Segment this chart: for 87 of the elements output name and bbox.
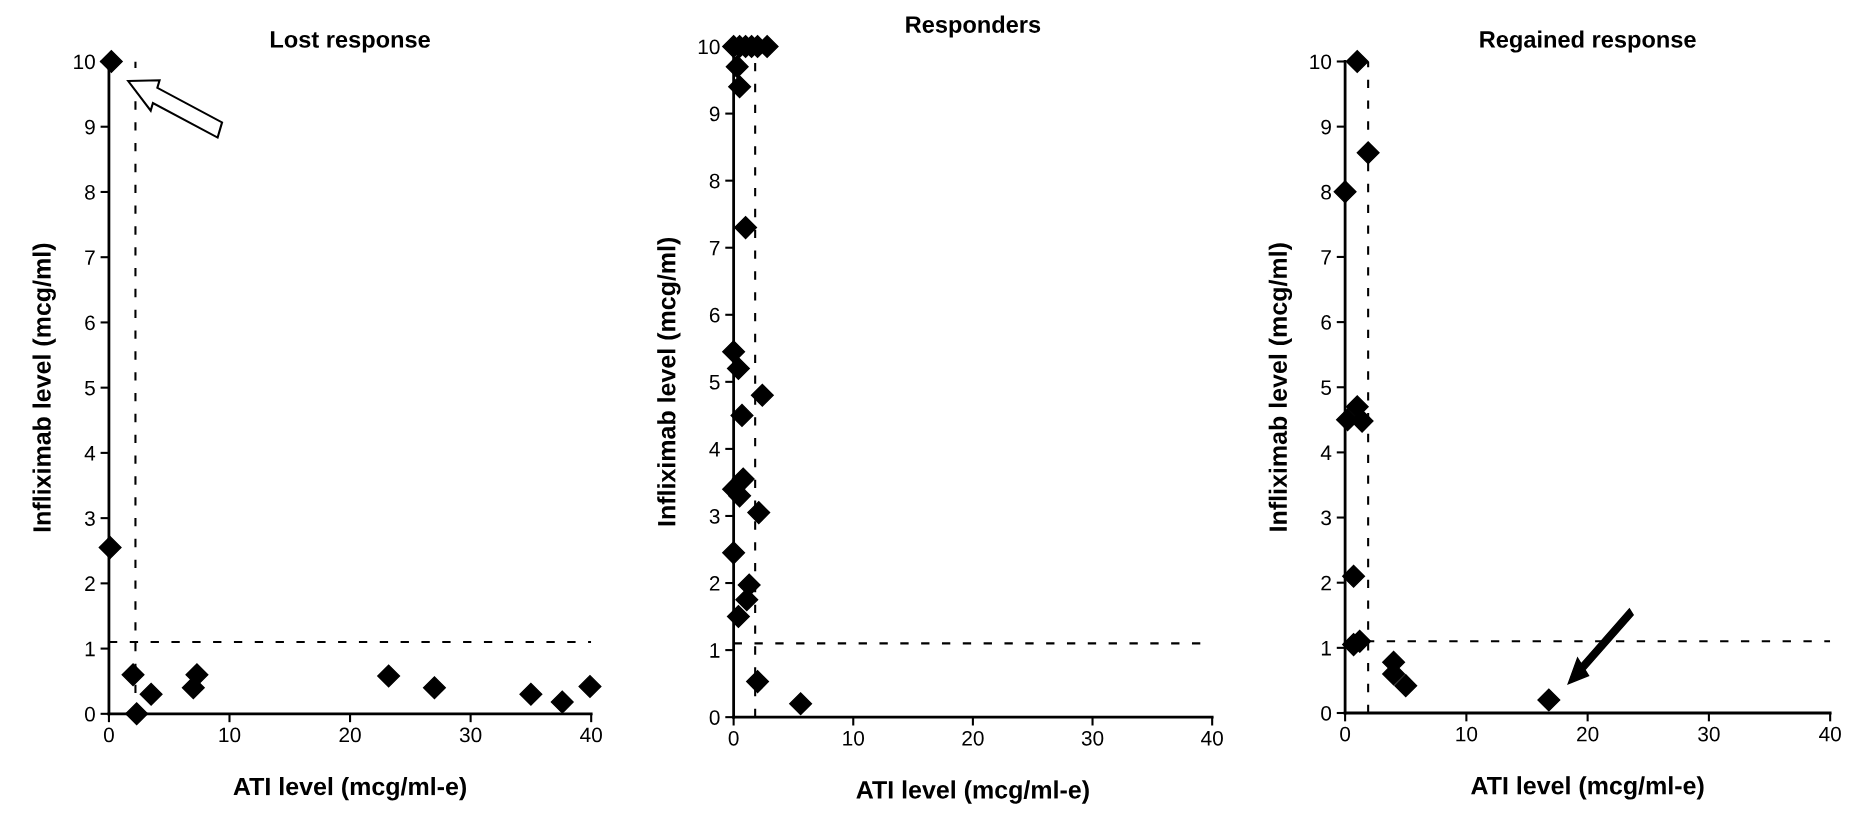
x-tick-label: 10 xyxy=(219,727,241,743)
point xyxy=(726,356,750,380)
x-tick-label: 0 xyxy=(728,730,739,746)
point xyxy=(725,55,749,79)
point xyxy=(1345,49,1369,73)
y-tick-label: 2 xyxy=(85,576,95,591)
x-axis-title: ATI level (mcg/ml-e) xyxy=(1471,776,1704,800)
point xyxy=(1537,688,1561,712)
y-tick-label: 2 xyxy=(709,576,720,591)
point xyxy=(99,49,123,73)
y-tick-label: 0 xyxy=(709,710,720,725)
y-tick-label: 2 xyxy=(1321,575,1331,591)
y-tick-label: 7 xyxy=(1321,250,1331,265)
y-tick-label: 0 xyxy=(84,706,95,722)
point xyxy=(1342,564,1366,588)
y-tick-label: 0 xyxy=(1321,706,1332,721)
x-tick-label: 30 xyxy=(459,727,482,743)
point xyxy=(98,535,122,559)
point xyxy=(747,501,771,525)
x-tick-label: 40 xyxy=(1819,726,1841,742)
point xyxy=(746,670,770,694)
point xyxy=(750,383,774,407)
point xyxy=(726,605,750,629)
y-tick-label: 3 xyxy=(84,511,95,526)
y-axis-title: Infliximab level (mcg/ml) xyxy=(657,237,681,526)
y-axis-title: Infliximab level (mcg/ml) xyxy=(32,243,56,532)
y-tick-label: 1 xyxy=(1321,641,1331,656)
point xyxy=(722,541,746,565)
point xyxy=(1356,141,1380,165)
point xyxy=(722,340,746,364)
point xyxy=(1333,180,1357,204)
y-tick-label: 3 xyxy=(1321,510,1331,526)
y-tick-label: 4 xyxy=(1320,445,1332,460)
y-tick-label: 10 xyxy=(74,54,95,70)
point xyxy=(1394,674,1418,698)
y-tick-label: 4 xyxy=(709,442,720,457)
chart-title: Lost response xyxy=(270,31,430,53)
point xyxy=(519,682,543,706)
x-axis-title: ATI level (mcg/ml-e) xyxy=(233,777,466,801)
x-tick-label: 10 xyxy=(1456,726,1478,742)
y-tick-label: 7 xyxy=(85,250,95,265)
point xyxy=(139,682,163,706)
y-tick-label: 7 xyxy=(709,240,720,256)
x-tick-label: 20 xyxy=(1577,726,1599,742)
point xyxy=(125,702,149,726)
y-tick-label: 1 xyxy=(85,641,95,657)
x-tick-label: 20 xyxy=(339,727,361,743)
y-tick-label: 8 xyxy=(85,184,95,200)
point xyxy=(730,403,754,427)
y-tick-label: 8 xyxy=(709,173,720,189)
x-tick-label: 0 xyxy=(103,727,114,743)
y-tick-label: 5 xyxy=(1321,380,1332,395)
point xyxy=(735,588,759,612)
point xyxy=(728,75,752,99)
y-tick-label: 10 xyxy=(698,39,720,55)
y-tick-label: 5 xyxy=(84,380,95,396)
point xyxy=(377,664,401,688)
x-tick-label: 40 xyxy=(1201,730,1223,746)
x-tick-label: 40 xyxy=(580,727,602,743)
y-tick-label: 3 xyxy=(709,508,720,524)
x-tick-label: 10 xyxy=(843,730,865,746)
point xyxy=(422,676,446,700)
y-tick-label: 6 xyxy=(1321,315,1331,330)
x-tick-label: 30 xyxy=(1698,726,1720,742)
y-tick-label: 6 xyxy=(85,315,95,331)
x-axis-title: ATI level (mcg/ml-e) xyxy=(856,780,1089,804)
x-tick-label: 20 xyxy=(962,730,984,746)
y-tick-label: 9 xyxy=(709,106,720,122)
x-tick-label: 30 xyxy=(1081,730,1104,746)
y-tick-label: 6 xyxy=(709,307,720,323)
point xyxy=(789,692,813,716)
y-tick-label: 9 xyxy=(1321,119,1331,135)
y-tick-label: 4 xyxy=(84,446,96,461)
chart-title: Responders xyxy=(906,15,1041,38)
y-tick-label: 1 xyxy=(710,643,720,658)
y-tick-label: 10 xyxy=(1310,54,1332,70)
point xyxy=(578,674,602,698)
point xyxy=(1345,395,1369,419)
y-tick-label: 8 xyxy=(1321,184,1332,200)
point xyxy=(734,216,758,240)
y-tick-label: 9 xyxy=(85,119,95,135)
chart-title: Regained response xyxy=(1480,30,1696,53)
point xyxy=(550,690,574,714)
x-tick-label: 0 xyxy=(1340,726,1351,742)
point xyxy=(121,663,145,687)
y-axis-title: Infliximab level (mcg/ml) xyxy=(1268,243,1293,531)
y-tick-label: 5 xyxy=(709,375,720,390)
